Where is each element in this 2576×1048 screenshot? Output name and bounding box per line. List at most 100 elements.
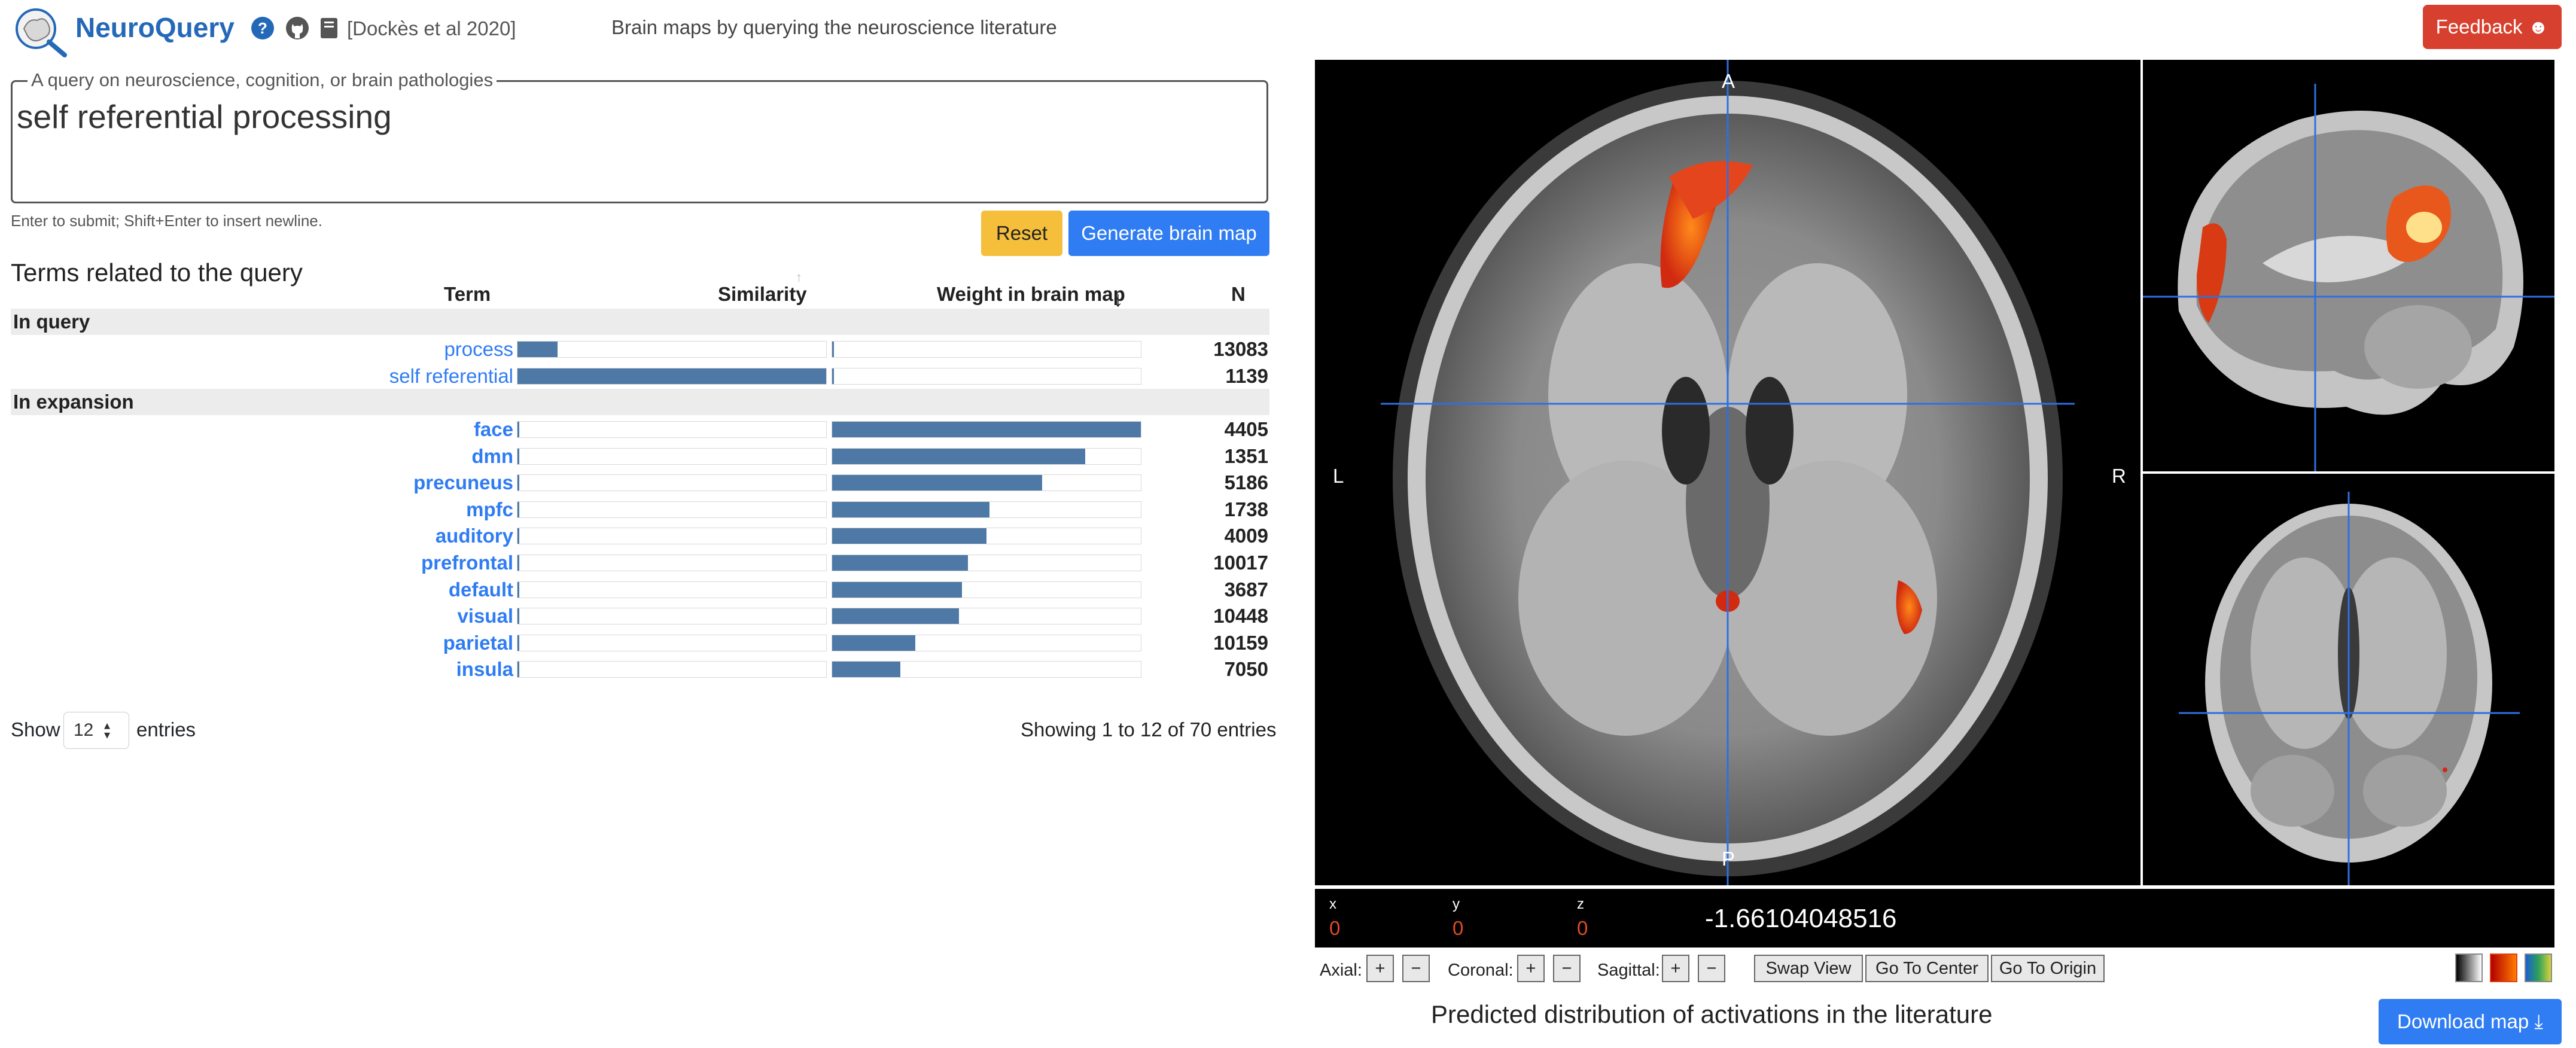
coord-z-value[interactable]: 0 xyxy=(1577,917,1588,939)
coronal-plus-button[interactable]: + xyxy=(1517,955,1545,982)
term-link[interactable]: prefrontal xyxy=(421,552,513,574)
similarity-bar-fill xyxy=(517,662,519,678)
entries-per-page-select[interactable]: 12 xyxy=(63,712,129,749)
similarity-bar xyxy=(517,447,827,465)
go-to-center-button[interactable]: Go To Center xyxy=(1865,955,1989,982)
sort-descending-icon[interactable]: ↓ xyxy=(1113,287,1123,311)
weight-bar xyxy=(832,661,1141,678)
term-link[interactable]: face xyxy=(473,418,513,440)
download-map-button[interactable]: Download map ⤓ xyxy=(2379,999,2562,1044)
colormap-hot-swatch[interactable] xyxy=(2490,953,2517,982)
weight-bar-fill xyxy=(832,368,834,384)
similarity-bar-fill xyxy=(517,368,826,384)
column-header-n[interactable]: N xyxy=(1231,283,1246,305)
similarity-bar-fill xyxy=(517,422,519,437)
query-textarea[interactable] xyxy=(11,80,1268,203)
term-link[interactable]: insula xyxy=(456,658,513,681)
term-link[interactable]: mpfc xyxy=(466,498,513,520)
select-arrows-icon: ▴ ▾ xyxy=(104,719,111,742)
table-section-row xyxy=(11,389,1269,415)
term-link[interactable]: visual xyxy=(457,605,513,627)
sagittal-slice-view[interactable] xyxy=(2143,60,2554,471)
term-count: 1139 xyxy=(1225,364,1268,387)
weight-bar-fill xyxy=(832,475,1042,491)
similarity-bar xyxy=(517,661,827,678)
reset-button[interactable]: Reset xyxy=(981,211,1062,256)
orientation-right: R xyxy=(2112,465,2126,487)
term-count: 3687 xyxy=(1224,578,1268,601)
viewer-separator xyxy=(2140,60,2143,885)
show-label: Show xyxy=(11,718,60,741)
citation-link[interactable]: [Dockès et al 2020] xyxy=(347,17,516,39)
term-count: 10017 xyxy=(1213,552,1268,574)
column-header-weight[interactable]: Weight in brain map xyxy=(937,283,1125,305)
coord-x-label: x xyxy=(1329,896,1336,912)
coord-x-value[interactable]: 0 xyxy=(1329,917,1341,939)
column-header-similarity[interactable]: Similarity xyxy=(718,283,807,305)
generate-brain-map-button[interactable]: Generate brain map xyxy=(1068,211,1269,256)
coronal-slice-view[interactable] xyxy=(2143,474,2554,885)
viewer-separator xyxy=(2143,471,2554,474)
neuroquery-logo-icon[interactable] xyxy=(10,5,69,57)
term-link[interactable]: precuneus xyxy=(413,471,513,494)
term-link[interactable]: auditory xyxy=(435,525,513,547)
sagittal-label: Sagittal: xyxy=(1597,961,1660,980)
term-link[interactable]: dmn xyxy=(471,444,513,467)
weight-bar xyxy=(832,421,1141,438)
colormap-gray-swatch[interactable] xyxy=(2455,953,2483,982)
go-to-origin-button[interactable]: Go To Origin xyxy=(1991,955,2105,982)
term-link[interactable]: process xyxy=(444,338,513,360)
term-count: 4405 xyxy=(1224,418,1268,440)
weight-bar-fill xyxy=(832,422,1141,437)
weight-bar xyxy=(832,608,1141,625)
weight-bar xyxy=(832,501,1141,518)
similarity-bar-fill xyxy=(517,342,558,357)
term-count: 13083 xyxy=(1213,338,1268,360)
weight-bar xyxy=(832,367,1141,385)
similarity-bar-fill xyxy=(517,635,519,651)
weight-bar-fill xyxy=(832,662,900,678)
term-count: 7050 xyxy=(1224,658,1268,681)
brand-title[interactable]: NeuroQuery xyxy=(75,12,235,43)
coronal-label: Coronal: xyxy=(1448,961,1514,980)
sort-ascending-icon[interactable]: ↑ xyxy=(796,270,802,285)
term-count: 1738 xyxy=(1224,498,1268,520)
similarity-bar-fill xyxy=(517,528,519,544)
feedback-button[interactable]: Feedback ☻ xyxy=(2423,5,2562,49)
term-link[interactable]: self referential xyxy=(389,364,513,387)
column-header-term[interactable]: Term xyxy=(444,283,491,305)
weight-bar-fill xyxy=(832,448,1086,464)
github-icon[interactable] xyxy=(285,16,310,41)
swap-view-button[interactable]: Swap View xyxy=(1754,955,1863,982)
weight-bar xyxy=(832,447,1141,465)
table-info: Showing 1 to 12 of 70 entries xyxy=(1021,718,1277,741)
sagittal-plus-button[interactable]: + xyxy=(1662,955,1689,982)
axial-label: Axial: xyxy=(1320,961,1362,980)
weight-bar xyxy=(832,528,1141,545)
axial-plus-button[interactable]: + xyxy=(1366,955,1394,982)
similarity-bar-fill xyxy=(517,581,519,598)
voxel-intensity: -1.66104048516 xyxy=(1705,904,1897,933)
weight-bar-fill xyxy=(832,635,916,651)
weight-bar-fill xyxy=(832,342,834,357)
coord-y-value[interactable]: 0 xyxy=(1453,917,1464,939)
sagittal-minus-button[interactable]: − xyxy=(1698,955,1725,982)
query-legend: A query on neuroscience, cognition, or b… xyxy=(28,68,497,92)
coronal-minus-button[interactable]: − xyxy=(1553,955,1581,982)
coord-z-label: z xyxy=(1577,896,1584,912)
book-icon[interactable] xyxy=(318,16,341,41)
term-link[interactable]: default xyxy=(448,578,513,601)
similarity-bar-fill xyxy=(517,555,519,571)
axial-slice-view[interactable] xyxy=(1315,60,2140,885)
colormap-spectrum-swatch[interactable] xyxy=(2525,953,2552,982)
table-section-label: In expansion xyxy=(13,391,134,413)
similarity-bar xyxy=(517,581,827,598)
weight-bar xyxy=(832,555,1141,571)
axial-minus-button[interactable]: − xyxy=(1402,955,1430,982)
weight-bar xyxy=(832,474,1141,492)
term-link[interactable]: parietal xyxy=(443,631,513,654)
help-icon[interactable]: ? xyxy=(250,16,275,41)
similarity-bar xyxy=(517,555,827,571)
term-count: 4009 xyxy=(1224,525,1268,547)
query-text[interactable]: self referential processing xyxy=(17,98,392,135)
